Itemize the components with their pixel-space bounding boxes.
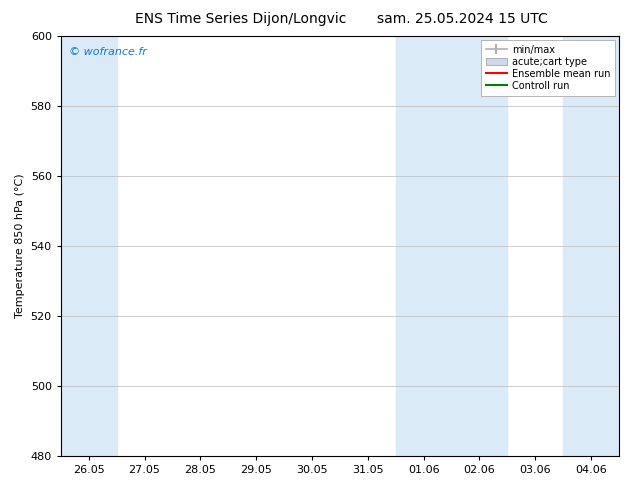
Bar bbox=[61, 36, 117, 456]
Legend: min/max, acute;cart type, Ensemble mean run, Controll run: min/max, acute;cart type, Ensemble mean … bbox=[481, 40, 615, 96]
Bar bbox=[563, 36, 619, 456]
Text: sam. 25.05.2024 15 UTC: sam. 25.05.2024 15 UTC bbox=[377, 12, 548, 26]
Bar bbox=[396, 36, 507, 456]
Text: © wofrance.fr: © wofrance.fr bbox=[69, 47, 147, 57]
Y-axis label: Temperature 850 hPa (°C): Temperature 850 hPa (°C) bbox=[15, 174, 25, 318]
Text: ENS Time Series Dijon/Longvic: ENS Time Series Dijon/Longvic bbox=[135, 12, 347, 26]
